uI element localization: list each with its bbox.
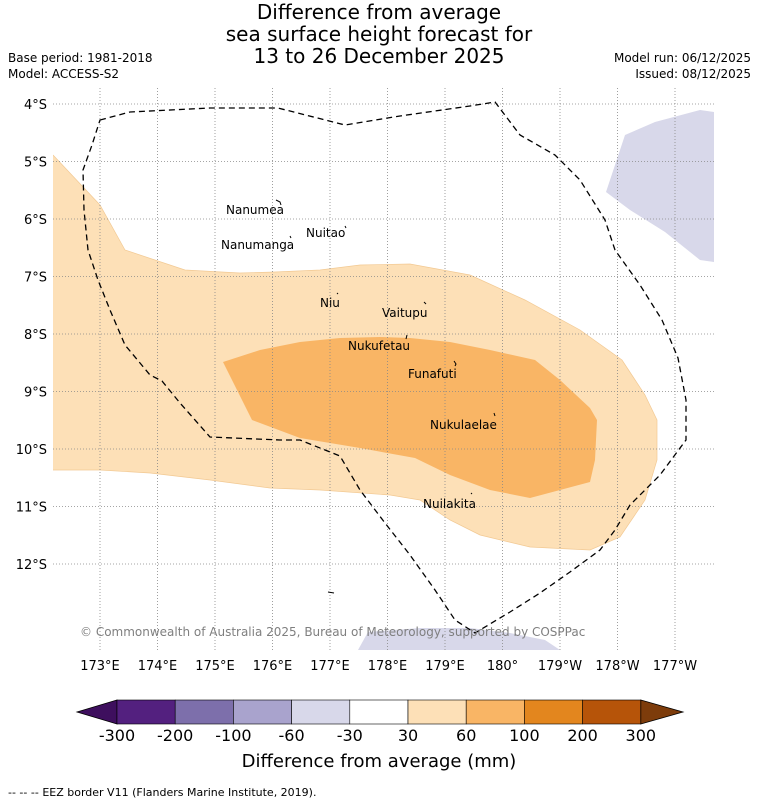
lat-label: 7°S [24,271,47,286]
colorbar-tick: 200 [567,726,598,745]
colorbar-segment [582,699,642,725]
eez-legend-symbol: -- -- -- [8,786,39,799]
colorbar-segment [174,699,234,725]
lat-label: 6°S [24,213,47,228]
island-glyph-nuilakita [470,492,473,495]
colorbar-extend-low [75,699,118,725]
copyright-text: © Commonwealth of Australia 2025, Bureau… [80,625,585,639]
island-glyph-funafuti [453,360,457,367]
island-label-nuilakita: Nuilakita [423,497,476,511]
eez-border [82,101,687,634]
title-line-3: 13 to 26 December 2025 [253,44,505,68]
island-label-nukulaelae: Nukulaelae [430,418,497,432]
lon-label: 175°E [195,659,235,674]
colorbar-tick: -60 [279,726,305,745]
anomaly-region-neg60-neg30 [606,110,714,262]
lat-label: 8°S [24,328,47,343]
island-label-nanumanga: Nanumanga [221,238,294,252]
colorbar-segment [407,699,467,725]
colorbar-tick: 60 [456,726,476,745]
island-label-nukufetau: Nukufetau [348,339,410,353]
contour-30 [53,154,658,551]
island-label-niu: Niu [320,296,340,310]
lat-label: 12°S [16,558,47,573]
lat-label: 4°S [24,98,47,113]
colorbar-segment [349,699,409,725]
colorbar-label: Difference from average (mm) [242,751,517,772]
lon-label: 177°E [310,659,350,674]
island-glyph-niu [336,292,339,295]
island-glyph-nanumanga [289,235,292,239]
colorbar-tick: -200 [157,726,193,745]
island-label-nanumea: Nanumea [226,203,284,217]
colorbar-segment [524,699,583,725]
lon-label: 178°W [595,659,639,674]
island-label-nuitao: Nuitao [306,226,345,240]
lon-label: 177°W [653,659,697,674]
island-label-vaitupu: Vaitupu [382,306,428,320]
island-glyph-nukufetau [405,334,408,340]
colorbar-extend-high [640,699,685,725]
lon-label: 179°W [538,659,582,674]
island-glyph-nanumea [275,199,282,206]
colorbar [75,699,685,725]
lat-label: 10°S [16,443,47,458]
colorbar-tick: 300 [626,726,657,745]
colorbar-segment [465,699,525,725]
island-glyph-nukulaelae [493,412,496,417]
model-run: Model run: 06/12/2025 [613,51,751,65]
lat-label: 11°S [16,501,47,516]
latitude-labels: 4°S 5°S 6°S 7°S 8°S 9°S 10°S 11°S 12°S [16,98,47,573]
lon-label: 176°E [253,659,293,674]
colorbar-segment [233,699,292,725]
title-line-1: Difference from average [256,0,502,24]
colorbar-tick: 30 [398,726,418,745]
gridlines [53,88,714,650]
island-glyph-vaitupu [423,301,427,305]
colorbar-tick: -100 [215,726,251,745]
colorbar-tick: -300 [99,726,135,745]
colorbar-tick-labels: -300 -200 -100 -60 -30 30 60 100 200 300 [99,726,656,745]
issued-date: Issued: 08/12/2025 [635,67,751,81]
lon-label: 173°E [80,659,120,674]
title-line-2: sea surface height forecast for [225,22,533,46]
colorbar-tick: -30 [337,726,363,745]
eez-legend-text: EEZ border V11 (Flanders Marine Institut… [42,786,317,799]
island-glyph-south [327,591,335,594]
eez-legend: -- -- -- EEZ border V11 (Flanders Marine… [8,786,316,799]
lon-label: 174°E [138,659,178,674]
colorbar-segment [291,699,351,725]
colorbar-tick: 100 [509,726,540,745]
lat-label: 5°S [24,156,47,171]
anomaly-region-neg-bottom [358,628,560,650]
lat-label: 9°S [24,386,47,401]
lon-label: 180° [487,659,518,674]
colorbar-segment [116,699,176,725]
anomaly-region-60-100 [223,337,597,498]
model-name: Model: ACCESS-S2 [8,67,120,81]
base-period: Base period: 1981-2018 [8,51,153,65]
island-glyph-nuitao [344,225,347,229]
map-area [53,110,714,650]
longitude-labels: 173°E 174°E 175°E 176°E 177°E 178°E 179°E 180° 1… [80,659,697,674]
lon-label: 178°E [368,659,408,674]
island-label-funafuti: Funafuti [408,367,457,381]
lon-label: 179°E [425,659,465,674]
